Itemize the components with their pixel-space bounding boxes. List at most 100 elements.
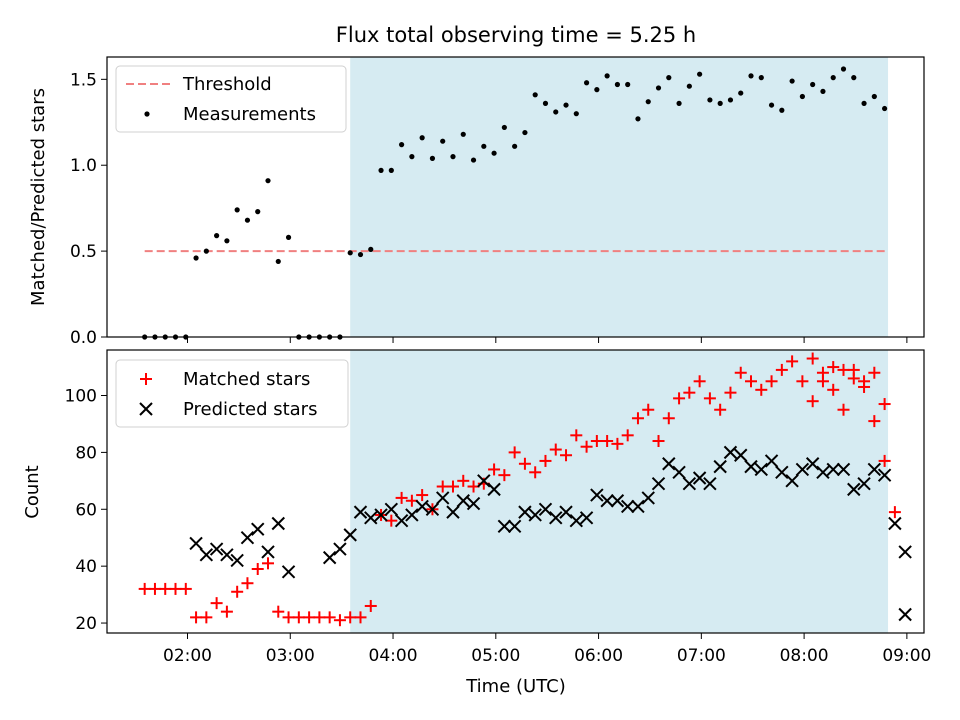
cross-b (477, 474, 491, 488)
predicted-star-point (764, 454, 779, 468)
matched-star-point (590, 435, 603, 448)
measurement-point (419, 135, 425, 141)
cross-b (230, 553, 244, 568)
x-tick-label: 04:00 (369, 646, 418, 666)
predicted-star-point (261, 545, 275, 559)
cross-b (405, 508, 419, 522)
measurement-point (697, 71, 703, 77)
measurement-point (193, 255, 199, 261)
matched-star-point (683, 386, 696, 399)
predicted-star-point (723, 445, 738, 460)
bottom-shaded-span (350, 350, 889, 633)
legend-matched-label: Matched stars (183, 369, 310, 390)
cross-b (549, 511, 563, 525)
predicted-star-point (220, 548, 234, 562)
predicted-star-point (209, 542, 224, 556)
matched-star-point (231, 585, 244, 598)
matched-star-point (734, 366, 747, 379)
matched-star-point (303, 611, 316, 624)
measurement-point (676, 100, 682, 106)
predicted-star-point (353, 505, 368, 519)
measurement-point (645, 99, 651, 105)
predicted-star-point (641, 491, 655, 505)
predicted-star-point (836, 462, 851, 477)
measurement-point (727, 97, 734, 103)
cross-b (384, 502, 399, 516)
cross-b (744, 459, 758, 474)
cross-b (251, 522, 265, 536)
x-tick-label: 06:00 (574, 646, 623, 666)
measurement-point (409, 154, 415, 160)
measurement-point (491, 150, 497, 156)
measurement-point (501, 124, 507, 131)
cross-b (795, 462, 810, 477)
matched-star-point (755, 383, 768, 396)
cross-b (507, 519, 522, 534)
predicted-star-point (785, 474, 799, 488)
cross-b (189, 536, 203, 551)
cross-b (703, 476, 717, 491)
cross-b (847, 482, 861, 497)
bottom-y-tick-label: 100 (65, 387, 97, 407)
predicted-star-point (271, 516, 285, 531)
matched-star-point (220, 605, 233, 618)
cross-b (261, 545, 275, 559)
measurement-point (450, 154, 456, 160)
matched-star-point (652, 435, 665, 448)
predicted-star-point (538, 502, 553, 516)
bottom-y-tick-label: 20 (75, 614, 97, 634)
predicted-star-point (672, 465, 686, 480)
bottom-panel: 20 40 60 80 100 02:00 03:00 04:00 05:00 06:00 07:… (22, 349, 931, 697)
measurement-point (542, 100, 549, 106)
matched-star-point (169, 582, 182, 595)
x-tick-label: 09:00 (882, 646, 931, 666)
measurement-point (234, 207, 240, 213)
matched-star-point (333, 614, 346, 627)
predicted-star-point (343, 528, 357, 542)
matched-star-point (354, 611, 367, 624)
predicted-star-point (703, 476, 717, 491)
cross-b (271, 516, 285, 531)
matched-star-point (364, 599, 377, 612)
matched-star-point (580, 440, 593, 453)
predicted-star-point (877, 468, 892, 482)
measurement-point (686, 83, 692, 89)
cross-b (898, 545, 912, 559)
measurement-point (378, 167, 384, 173)
predicted-star-point (333, 542, 347, 556)
measurement-point (738, 90, 744, 96)
measurement-point (840, 66, 847, 72)
matched-star-point (323, 611, 336, 624)
matched-star-point (518, 457, 531, 470)
measurement-point (285, 234, 292, 240)
matched-star-point (662, 412, 675, 425)
cross-b (518, 505, 532, 519)
cross-b (374, 508, 388, 522)
predicted-star-point (579, 511, 594, 525)
measurement-point (368, 246, 374, 252)
matched-star-point (858, 375, 871, 388)
legend-threshold-label: Threshold (182, 74, 272, 95)
cross-b (857, 476, 871, 491)
predicted-star-point (816, 465, 830, 480)
cross-b (281, 565, 296, 579)
matched-star-point (159, 582, 172, 595)
measurement-point (563, 102, 569, 108)
matched-star-point (272, 605, 285, 618)
predicted-star-point (322, 550, 337, 565)
predicted-star-point (847, 482, 861, 497)
matched-star-point (262, 557, 275, 570)
cross-b (364, 511, 378, 525)
predicted-star-point (374, 508, 388, 522)
cross-b (538, 502, 553, 516)
matched-star-point (601, 435, 614, 448)
top-legend: Threshold Measurements (115, 65, 347, 133)
matched-star-point (292, 611, 305, 624)
measurement-point (244, 217, 251, 223)
predicted-star-point (754, 462, 768, 477)
cross-b (620, 499, 635, 514)
measurement-point (214, 233, 220, 239)
legend-matched-swatch (140, 373, 152, 385)
cross-b (415, 499, 429, 514)
predicted-star-point (466, 496, 481, 511)
